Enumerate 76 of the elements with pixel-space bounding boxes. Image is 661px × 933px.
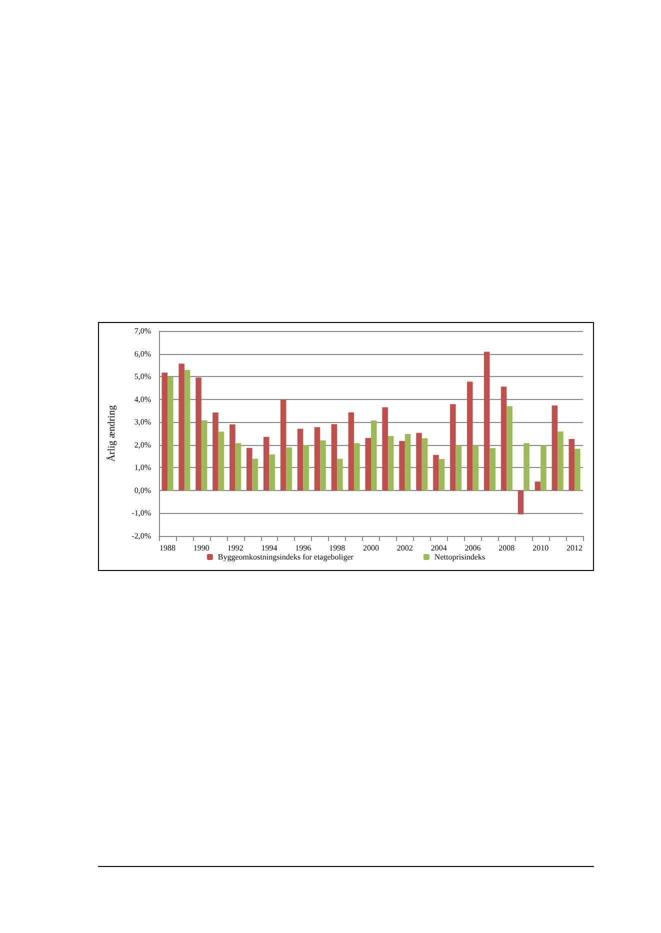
- bar: [337, 458, 343, 490]
- x-tick-label: 2008: [498, 544, 515, 552]
- bar: [500, 386, 507, 490]
- x-tick-label: 2004: [430, 544, 447, 552]
- bar: [303, 445, 309, 490]
- bar: [354, 443, 360, 490]
- bar: [167, 376, 174, 490]
- bar: [184, 370, 190, 490]
- x-tick-label: 2000: [363, 544, 379, 552]
- bar: [196, 377, 202, 490]
- bar: [365, 438, 371, 490]
- y-tick-label: 4,0%: [134, 394, 152, 404]
- bar: [382, 407, 388, 490]
- x-tick-label: 2002: [396, 544, 413, 552]
- bar: [450, 404, 456, 490]
- bar: [331, 424, 338, 490]
- bar: [552, 405, 558, 490]
- bar: [404, 434, 411, 490]
- bar: [263, 436, 270, 490]
- bar: [456, 445, 462, 490]
- bar: [438, 459, 445, 490]
- y-tick-label: 5,0%: [134, 372, 152, 382]
- bar: [534, 482, 541, 490]
- x-tick-label: 1992: [227, 544, 244, 552]
- x-tick-label: 1994: [261, 544, 278, 552]
- bar: [524, 443, 530, 490]
- bar: [399, 441, 405, 490]
- x-tick-label: 1996: [295, 544, 312, 552]
- y-tick-label: 6,0%: [134, 349, 152, 358]
- bar: [218, 432, 224, 490]
- bar: [422, 438, 428, 490]
- bar: [280, 400, 286, 490]
- x-tick-label: 1998: [329, 544, 346, 552]
- bar: [320, 440, 326, 490]
- bar: [269, 454, 276, 490]
- bar: [388, 436, 394, 490]
- legend-label: Byggeomkostningsindeks for etageboliger: [218, 552, 354, 562]
- legend-label: Nettoprisindeks: [434, 552, 486, 562]
- bar: [484, 352, 490, 490]
- bar: [252, 458, 258, 490]
- bar: [371, 420, 377, 490]
- y-tick-label: -2,0%: [132, 532, 152, 540]
- bar: [162, 372, 168, 490]
- x-tick-label: 2010: [532, 544, 549, 552]
- bar: [212, 412, 218, 490]
- bar: [314, 427, 320, 490]
- bar: [235, 443, 242, 490]
- y-tick-label: 0,0%: [134, 486, 152, 495]
- bar: [506, 406, 512, 490]
- bar: [178, 364, 184, 490]
- y-axis-title: Årlig ændring: [106, 405, 118, 462]
- bar: [558, 431, 564, 490]
- bar: [201, 420, 208, 490]
- bar: [574, 448, 580, 490]
- bar: [416, 432, 422, 490]
- bar: [568, 438, 575, 490]
- y-tick-label: 2,0%: [134, 440, 152, 450]
- x-tick-label: 1990: [193, 544, 210, 552]
- bar: [490, 448, 496, 490]
- y-tick-label: 7,0%: [134, 326, 152, 336]
- bar: [433, 454, 439, 490]
- bar: [348, 412, 354, 490]
- x-tick-label: 2012: [566, 544, 583, 552]
- bar: [230, 424, 236, 490]
- bar: [246, 448, 252, 490]
- x-tick-label: 1988: [159, 544, 176, 552]
- y-tick-label: 3,0%: [134, 418, 152, 427]
- bar: [518, 490, 524, 514]
- y-tick-label: 1,0%: [134, 463, 152, 472]
- bar: [286, 447, 292, 490]
- bar: [466, 382, 473, 490]
- y-tick-label: -1,0%: [132, 508, 152, 518]
- bar: [297, 428, 304, 490]
- bar: [540, 445, 546, 490]
- x-tick-label: 2006: [464, 544, 481, 552]
- bar: [472, 445, 479, 490]
